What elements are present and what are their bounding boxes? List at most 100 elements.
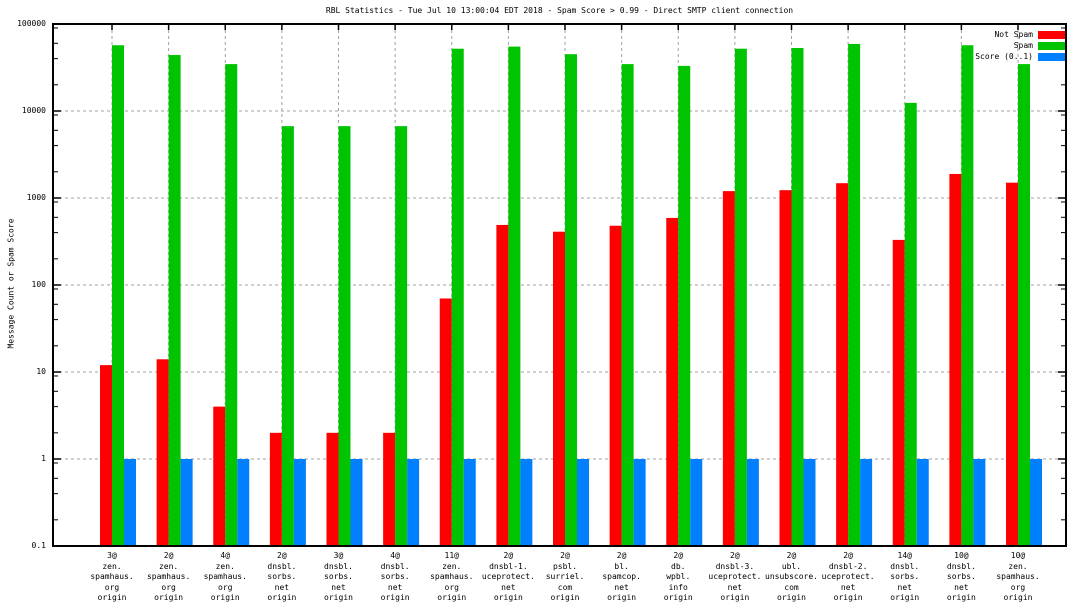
x-tick-label-line: 2@ [673, 551, 684, 560]
bar-not-spam [779, 190, 792, 546]
bar-spam [621, 64, 634, 547]
bar-score [746, 459, 759, 546]
x-tick-label-line: origin [493, 593, 523, 602]
x-tick-label-line: unsubscore. [765, 572, 818, 581]
x-tick-label-line: net [954, 582, 969, 592]
chart-title: RBL Statistics - Tue Jul 10 13:00:04 EDT… [325, 6, 794, 15]
x-tick-label-line: org [444, 582, 459, 592]
bar-not-spam [383, 432, 396, 546]
bar-spam [508, 46, 521, 547]
x-tick-label-line: spamhaus. [203, 572, 247, 581]
bar-not-spam [439, 298, 452, 546]
x-tick-label-line: info [668, 582, 688, 592]
x-tick-label-line: origin [833, 593, 863, 602]
x-tick-label-line: zen. [158, 561, 179, 571]
legend-swatch-blue [1038, 52, 1065, 61]
bar-not-spam [269, 432, 282, 546]
bar-not-spam [609, 225, 622, 547]
x-tick-label: 2@ db. wpbl. info origin [633, 551, 723, 604]
x-tick-label-line: net [501, 582, 516, 592]
x-tick-label-line: wpbl. [666, 572, 691, 581]
bar-score [237, 459, 250, 546]
x-tick-label-line: dnsbl-1. [489, 561, 528, 571]
bar-score [407, 459, 420, 546]
legend-label: Spam [1013, 41, 1033, 50]
bar-score [690, 459, 703, 546]
x-tick-label-line: uceprotect. [821, 572, 875, 581]
x-tick-label-line: origin [946, 593, 976, 602]
y-tick-label: 0.1 [31, 541, 46, 550]
x-tick-label-line: org [104, 582, 120, 592]
y-tick-label: 10000 [21, 106, 46, 115]
x-tick-label-line: 10@ [954, 551, 969, 560]
x-tick-label-line: origin [154, 593, 184, 602]
x-tick-label-line: sorbs. [324, 572, 353, 581]
y-tick-label: 100 [31, 280, 46, 289]
legend-row-not-spam: Not Spam [975, 29, 1065, 40]
x-tick-label-line: 2@ [843, 551, 853, 560]
x-tick-label-line: bl. [614, 561, 629, 571]
x-tick-label-line: origin [324, 593, 353, 602]
x-tick-label-line: dnsbl. [267, 561, 297, 571]
bar-spam [338, 126, 351, 546]
x-tick-label-line: spamhaus. [146, 572, 191, 581]
bar-spam [281, 126, 294, 546]
x-tick-label: 10@ dnsbl. sorbs. net origin [916, 551, 1006, 604]
x-tick-label-line: uceprotect. [481, 572, 535, 581]
x-tick-label-line: 2@ [616, 551, 627, 560]
x-tick-label-line: origin [777, 593, 806, 602]
x-tick-label-line: origin [550, 593, 580, 602]
x-tick-label-line: com [784, 582, 799, 592]
bar-not-spam [156, 359, 169, 546]
x-tick-label-line: origin [1003, 593, 1033, 602]
bar-score [293, 459, 306, 546]
x-tick-label-line: origin [437, 593, 467, 602]
x-tick-label-line: psbl. [552, 561, 578, 571]
bar-spam [168, 55, 181, 546]
x-tick-label-line: dnsbl. [946, 561, 976, 571]
x-tick-label-line: 3@ [107, 551, 117, 560]
x-tick-label-line: zen. [1008, 561, 1028, 571]
x-tick-label-line: origin [890, 593, 920, 602]
x-tick-label-line: 4@ [390, 551, 400, 560]
bar-spam [904, 102, 917, 546]
x-tick-label: 2@ zen. spamhaus. org origin [124, 551, 214, 604]
x-tick-label-line: 11@ [444, 551, 459, 560]
x-tick-label-line: com [557, 582, 573, 592]
x-tick-label-line: spamcop. [602, 572, 641, 581]
x-tick-label: 2@ bl. spamcop. net origin [577, 551, 667, 604]
x-tick-label-line: db. [671, 561, 686, 571]
x-tick-label-line: spamhaus. [996, 572, 1040, 581]
x-tick-label-line: org [218, 582, 233, 592]
x-tick-label-line: net [274, 582, 290, 592]
x-tick-label-line: 2@ [277, 551, 287, 560]
x-tick-label-line: net [387, 582, 403, 592]
x-tick-label-line: surriel. [545, 572, 585, 581]
x-tick-label: 11@ zen. spamhaus. org origin [407, 551, 497, 604]
x-tick-label-line: sorbs. [380, 572, 410, 581]
bar-spam [112, 45, 124, 546]
x-tick-label-line: 2@ [163, 551, 174, 560]
bar-spam [1018, 64, 1030, 547]
x-tick-label-line: net [897, 582, 912, 592]
x-tick-label-line: sorbs. [890, 572, 920, 581]
x-tick-label-line: zen. [442, 561, 462, 571]
x-tick-label-line: dnsbl. [380, 561, 410, 571]
bar-spam [848, 43, 861, 546]
x-tick-label-line: 2@ [503, 551, 514, 560]
bar-spam [451, 48, 464, 547]
x-tick-label: 2@ dnsbl-3. uceprotect. net origin [690, 551, 780, 604]
x-tick-label-line: org [1010, 582, 1026, 592]
bar-spam [395, 126, 408, 546]
x-tick-label-line: zen. [215, 561, 235, 571]
legend: Not Spam Spam Score (0..1) [975, 29, 1065, 62]
x-tick-label-line: spamhaus. [430, 572, 474, 581]
x-tick-label: 2@ dnsbl-1. uceprotect. net origin [463, 551, 553, 604]
x-tick-label-line: origin [607, 593, 637, 602]
bar-score [463, 459, 476, 546]
x-tick-label: 2@ dnsbl-2. uceprotect. net origin [803, 551, 893, 604]
x-tick-label-line: net [331, 582, 346, 592]
x-tick-label-line: dnsbl-3. [715, 561, 755, 571]
x-tick-label-line: 2@ [730, 551, 740, 560]
x-tick-label: 10@ zen. spamhaus. org origin [973, 551, 1063, 604]
